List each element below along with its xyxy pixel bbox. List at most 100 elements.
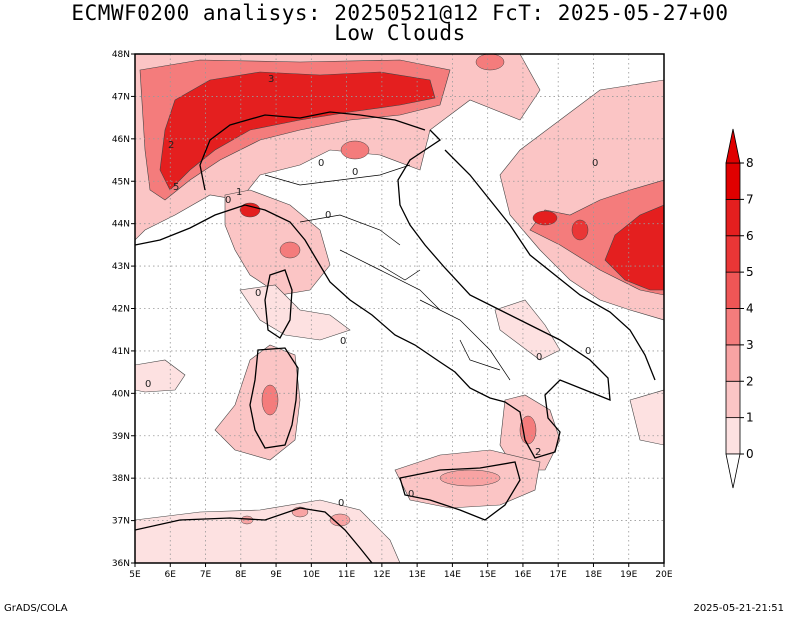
cloud-region-alps-core bbox=[159, 71, 436, 191]
x-tick-label: 18E bbox=[585, 570, 602, 580]
map-title: ECMWF0200 analisys: 20250521@12 FcT: 202… bbox=[71, 1, 729, 25]
colorbar-segment bbox=[725, 380, 741, 419]
contour-label: 0 bbox=[592, 158, 598, 169]
y-tick-label: 48N bbox=[112, 50, 130, 60]
cloud-cell bbox=[475, 54, 505, 71]
x-tick-label: 20E bbox=[655, 570, 672, 580]
contour-label: 0 bbox=[318, 158, 324, 169]
x-tick-label: 13E bbox=[409, 570, 426, 580]
colorbar-label: 2 bbox=[746, 374, 754, 388]
x-tick-label: 17E bbox=[550, 570, 567, 580]
contour-label: 3 bbox=[268, 74, 274, 85]
cloud-field bbox=[135, 54, 664, 563]
y-tick-label: 41N bbox=[112, 347, 130, 357]
coastline-sardinia bbox=[249, 347, 299, 449]
cloud-cell bbox=[279, 241, 301, 259]
cloud-region-balkans-core bbox=[604, 204, 664, 291]
y-axis-ticks: 36N 37N 38N 39N 40N 41N 42N 43N 44N 45N 46N 47N 48N bbox=[112, 50, 135, 569]
cloud-cell bbox=[571, 219, 589, 241]
contour-label: 0 bbox=[255, 288, 261, 299]
contour-label: 2 bbox=[535, 447, 541, 458]
x-tick-label: 6E bbox=[165, 570, 177, 580]
y-tick-label: 47N bbox=[112, 92, 130, 102]
cloud-cell bbox=[261, 384, 279, 416]
border-alps bbox=[199, 111, 426, 191]
y-tick-label: 40N bbox=[112, 389, 130, 399]
x-tick-label: 11E bbox=[338, 570, 355, 580]
cloud-cell bbox=[340, 140, 370, 160]
y-tick-label: 46N bbox=[112, 135, 130, 145]
y-tick-label: 44N bbox=[112, 220, 130, 230]
contour-label: 0 bbox=[352, 167, 358, 178]
coastlines bbox=[135, 111, 656, 563]
y-tick-label: 36N bbox=[112, 559, 130, 569]
coastline-corsica bbox=[264, 269, 293, 339]
cloud-region-tyrrhenian-light bbox=[239, 284, 351, 341]
colorbar-segment bbox=[725, 198, 741, 237]
contour-label: 0 bbox=[585, 346, 591, 357]
colorbar-segment bbox=[725, 162, 741, 200]
contour-labels: 0 0 0 0 0 0 0 0 0 0 0 0 2 5 1 2 3 bbox=[145, 74, 598, 509]
coastline-africa bbox=[135, 507, 373, 563]
cloud-cell bbox=[240, 515, 254, 525]
colorbar-segment bbox=[725, 308, 741, 346]
footer-software-label: GrADS/COLA bbox=[4, 603, 68, 614]
colorbar-label: 4 bbox=[746, 302, 754, 316]
contour-label: 5 bbox=[173, 182, 179, 193]
cloud-region-sardinia-light bbox=[214, 344, 301, 461]
map-subtitle: Low Clouds bbox=[334, 21, 466, 45]
x-tick-label: 8E bbox=[235, 570, 247, 580]
cloud-cell bbox=[519, 415, 537, 445]
coastline-sicily bbox=[399, 461, 521, 521]
colorbar-label: 5 bbox=[746, 265, 754, 279]
y-tick-label: 37N bbox=[112, 517, 130, 527]
colorbar-label: 0 bbox=[746, 447, 754, 461]
grid-lines bbox=[135, 54, 664, 563]
contour-label: 2 bbox=[168, 140, 174, 151]
x-tick-label: 5E bbox=[129, 570, 141, 580]
x-tick-label: 14E bbox=[444, 570, 461, 580]
y-tick-label: 43N bbox=[112, 262, 130, 272]
colorbar-segment bbox=[725, 417, 741, 455]
y-tick-label: 38N bbox=[112, 474, 130, 484]
coastline-italy bbox=[244, 129, 611, 459]
colorbar: 0 1 2 3 4 5 6 7 8 bbox=[725, 128, 754, 489]
cloud-cell bbox=[239, 202, 261, 218]
contour-label: 0 bbox=[340, 336, 346, 347]
cloud-cell bbox=[532, 210, 558, 226]
contour-label: 0 bbox=[325, 210, 331, 221]
contour-label: 0 bbox=[145, 379, 151, 390]
x-tick-label: 19E bbox=[620, 570, 637, 580]
y-tick-label: 45N bbox=[112, 177, 130, 187]
x-tick-label: 7E bbox=[200, 570, 212, 580]
x-tick-label: 9E bbox=[270, 570, 282, 580]
colorbar-segment bbox=[725, 235, 741, 273]
y-tick-label: 39N bbox=[112, 432, 130, 442]
footer-timestamp: 2025-05-21-21:51 bbox=[693, 603, 784, 614]
colorbar-min-arrow bbox=[725, 453, 741, 489]
colorbar-label: 6 bbox=[746, 229, 754, 243]
x-tick-label: 16E bbox=[514, 570, 531, 580]
cloud-region-westmed-light bbox=[135, 359, 186, 393]
colorbar-segment bbox=[725, 271, 741, 309]
colorbar-segment bbox=[725, 344, 741, 382]
y-tick-label: 42N bbox=[112, 305, 130, 315]
region-borders bbox=[264, 164, 511, 381]
colorbar-label: 7 bbox=[746, 192, 754, 206]
x-axis-ticks: 5E 6E 7E 8E 9E 10E 11E 12E 13E 14E 15E 16E 17E 18E 19E… bbox=[129, 563, 673, 580]
x-tick-label: 15E bbox=[479, 570, 496, 580]
x-tick-label: 12E bbox=[373, 570, 390, 580]
colorbar-max-arrow bbox=[725, 128, 741, 164]
coastline-balkans bbox=[444, 149, 656, 381]
contour-label: 0 bbox=[338, 498, 344, 509]
colorbar-label: 3 bbox=[746, 338, 754, 352]
coastline-france bbox=[135, 204, 246, 246]
contour-label: 0 bbox=[408, 489, 414, 500]
contour-label: 0 bbox=[225, 195, 231, 206]
x-tick-label: 10E bbox=[303, 570, 320, 580]
contour-label: 1 bbox=[236, 187, 242, 198]
colorbar-label: 8 bbox=[746, 156, 754, 170]
contour-label: 0 bbox=[536, 352, 542, 363]
colorbar-label: 1 bbox=[746, 411, 754, 425]
